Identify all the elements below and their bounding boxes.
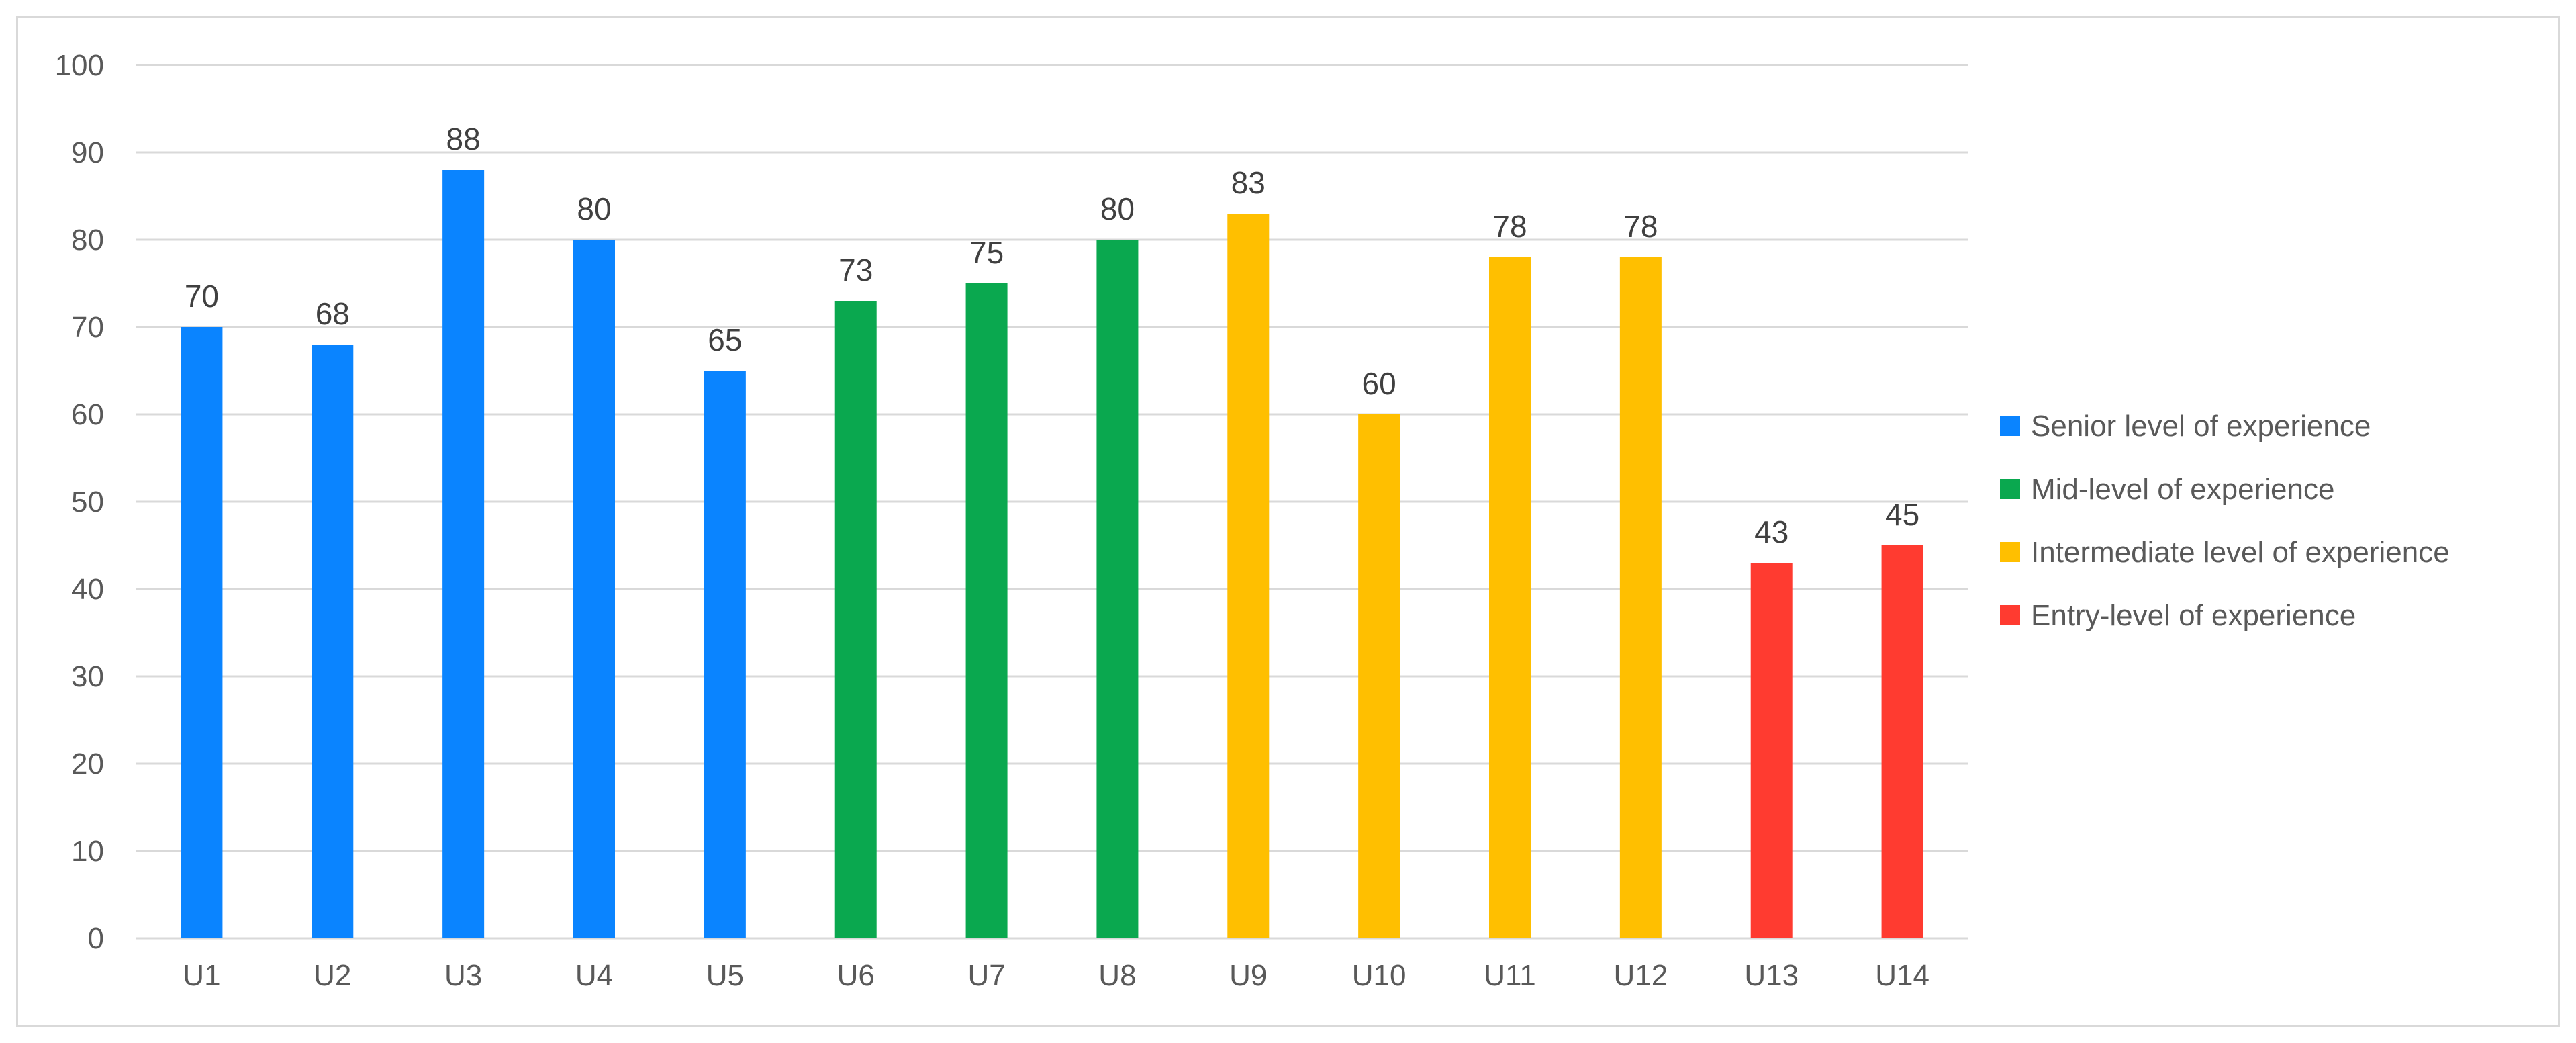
value-label-U12: 78	[1623, 209, 1658, 244]
legend-item-0: Senior level of experience	[2000, 410, 2371, 443]
x-tick-label-U7: U7	[967, 959, 1005, 992]
x-axis-ticks: U1 U2 U3 U4 U5 U6 U7 U8 U9 U10 U11 U12 U13 U14	[183, 959, 1929, 992]
gridlines	[136, 64, 1968, 940]
value-label-U2: 68	[316, 296, 350, 331]
x-tick-label-U6: U6	[837, 959, 875, 992]
legend-swatch	[2000, 479, 2020, 499]
bar-U14	[1881, 545, 1923, 938]
bar-U13	[1750, 563, 1793, 938]
y-tick-label: 10	[71, 835, 104, 868]
x-tick-label-U12: U12	[1613, 959, 1668, 992]
value-labels: 70 68 88 80 65 73 75 80 83 60 78 78 43 45	[185, 122, 1919, 549]
x-tick-label-U3: U3	[444, 959, 482, 992]
legend-swatch	[2000, 542, 2020, 562]
y-tick-label: 30	[71, 660, 104, 693]
y-tick-label: 100	[55, 49, 104, 82]
bars	[181, 170, 1923, 938]
y-tick-label: 50	[71, 486, 104, 518]
y-tick-label: 0	[88, 922, 104, 955]
bar-U5	[704, 371, 746, 938]
legend-item-2: Intermediate level of experience	[2000, 536, 2450, 569]
x-tick-label-U4: U4	[575, 959, 613, 992]
value-label-U14: 45	[1885, 497, 1919, 532]
bar-U1	[181, 327, 223, 938]
value-label-U3: 88	[446, 122, 481, 156]
bar-U11	[1489, 257, 1531, 938]
legend-swatch	[2000, 416, 2020, 436]
chart-frame: 0 10 20 30 40 50 60 70 80 90 100 70 68 88 80 65 73 75 80 8…	[16, 16, 2560, 1027]
x-tick-label-U14: U14	[1875, 959, 1929, 992]
y-tick-label: 60	[71, 398, 104, 431]
y-tick-label: 70	[71, 311, 104, 344]
bar-U8	[1096, 240, 1139, 938]
legend-label: Entry-level of experience	[2031, 599, 2356, 632]
bar-U4	[573, 240, 615, 938]
x-tick-label-U9: U9	[1229, 959, 1267, 992]
legend-label: Intermediate level of experience	[2031, 536, 2450, 569]
y-tick-label: 20	[71, 747, 104, 780]
bar-U3	[442, 170, 485, 938]
legend: Senior level of experience Mid-level of e…	[2000, 410, 2450, 632]
bar-U7	[965, 283, 1008, 938]
value-label-U4: 80	[577, 191, 611, 226]
legend-swatch	[2000, 605, 2020, 625]
legend-item-1: Mid-level of experience	[2000, 473, 2334, 506]
bar-U9	[1227, 214, 1270, 938]
value-label-U1: 70	[185, 279, 219, 314]
y-axis-ticks: 0 10 20 30 40 50 60 70 80 90 100	[55, 49, 104, 955]
value-label-U10: 60	[1362, 366, 1396, 401]
x-tick-label-U1: U1	[183, 959, 220, 992]
y-tick-label: 80	[71, 224, 104, 257]
legend-label: Senior level of experience	[2031, 410, 2371, 443]
value-label-U8: 80	[1100, 191, 1135, 226]
bar-U10	[1358, 414, 1400, 938]
bar-U6	[834, 301, 877, 938]
legend-label: Mid-level of experience	[2031, 473, 2334, 506]
x-tick-label-U8: U8	[1098, 959, 1136, 992]
x-tick-label-U13: U13	[1744, 959, 1799, 992]
y-tick-label: 40	[71, 573, 104, 606]
bar-U12	[1619, 257, 1662, 938]
x-tick-label-U5: U5	[706, 959, 744, 992]
bar-U2	[312, 345, 354, 938]
value-label-U6: 73	[839, 253, 873, 287]
value-label-U7: 75	[969, 235, 1004, 270]
x-tick-label-U10: U10	[1352, 959, 1406, 992]
y-tick-label: 90	[71, 136, 104, 169]
x-tick-label-U11: U11	[1484, 959, 1535, 992]
x-tick-label-U2: U2	[314, 959, 351, 992]
value-label-U5: 65	[708, 322, 742, 357]
value-label-U13: 43	[1754, 514, 1788, 549]
bar-chart: 0 10 20 30 40 50 60 70 80 90 100 70 68 88 80 65 73 75 80 8…	[55, 49, 2450, 992]
value-label-U9: 83	[1231, 165, 1266, 200]
legend-item-3: Entry-level of experience	[2000, 599, 2356, 632]
value-label-U11: 78	[1492, 209, 1527, 244]
